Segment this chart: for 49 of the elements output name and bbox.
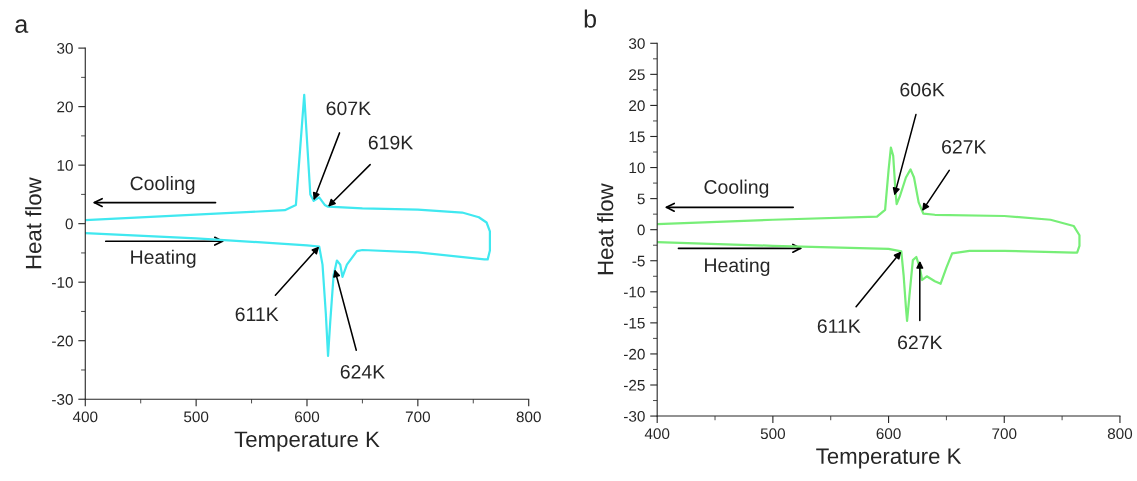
annotation: 624K [340, 364, 385, 379]
chart-title: a [15, 19, 29, 33]
x-tick-label: 700 [992, 428, 1017, 440]
y-axis-title: Heat flow [25, 177, 42, 269]
y-tick-label: 5 [637, 193, 645, 205]
y-tick-label: -5 [632, 255, 645, 267]
x-tick-label: 700 [405, 411, 430, 423]
y-tick-label: -25 [623, 379, 645, 391]
annotation: 606K [900, 82, 945, 97]
x-tick-label: 500 [760, 428, 786, 440]
annotation: 627K [942, 139, 987, 154]
y-tick-label: 0 [65, 218, 73, 230]
x-tick-label: 800 [1107, 428, 1133, 440]
y-tick-label: -30 [623, 410, 645, 422]
y-tick-label: 30 [57, 42, 73, 54]
x-tick-label: 600 [295, 411, 320, 423]
line-series [85, 93, 492, 358]
y-tick-label: 15 [629, 131, 645, 143]
annotation: 619K [368, 135, 414, 150]
x-axis-title: Temperature K [234, 431, 380, 452]
y-tick-label: -10 [52, 277, 73, 288]
y-tick-label: 25 [629, 69, 645, 81]
y-tick-label: -10 [623, 286, 645, 298]
x-tick-label: 500 [184, 411, 209, 423]
annotation: Heating [131, 249, 196, 268]
y-tick-label: -20 [623, 348, 645, 360]
x-tick-label: 600 [876, 428, 901, 440]
x-tick-label: 400 [644, 428, 670, 440]
annotation: 611K [817, 319, 861, 334]
y-tick-label: 0 [637, 224, 645, 236]
annotation: Cooling [130, 175, 195, 195]
y-tick-label: 10 [57, 160, 73, 171]
y-tick-label: 20 [57, 101, 73, 113]
x-tick-label: 400 [72, 411, 98, 423]
annotation: 627K [898, 335, 943, 350]
annotation: 611K [235, 307, 279, 322]
annotation: 607K [326, 101, 371, 116]
chart-title: b [584, 9, 596, 28]
y-tick-label: -15 [623, 317, 645, 329]
y-axis-title: Heat flow [597, 183, 614, 275]
annotation: Cooling [704, 179, 769, 198]
x-axis-title: Temperature K [816, 448, 962, 469]
y-tick-label: -20 [52, 335, 73, 347]
annotation: Heating [705, 257, 770, 277]
y-tick-label: -30 [52, 394, 73, 405]
y-tick-label: 30 [628, 38, 645, 49]
y-tick-label: 20 [629, 100, 645, 112]
x-tick-label: 800 [516, 411, 541, 423]
y-tick-label: 10 [629, 162, 645, 174]
